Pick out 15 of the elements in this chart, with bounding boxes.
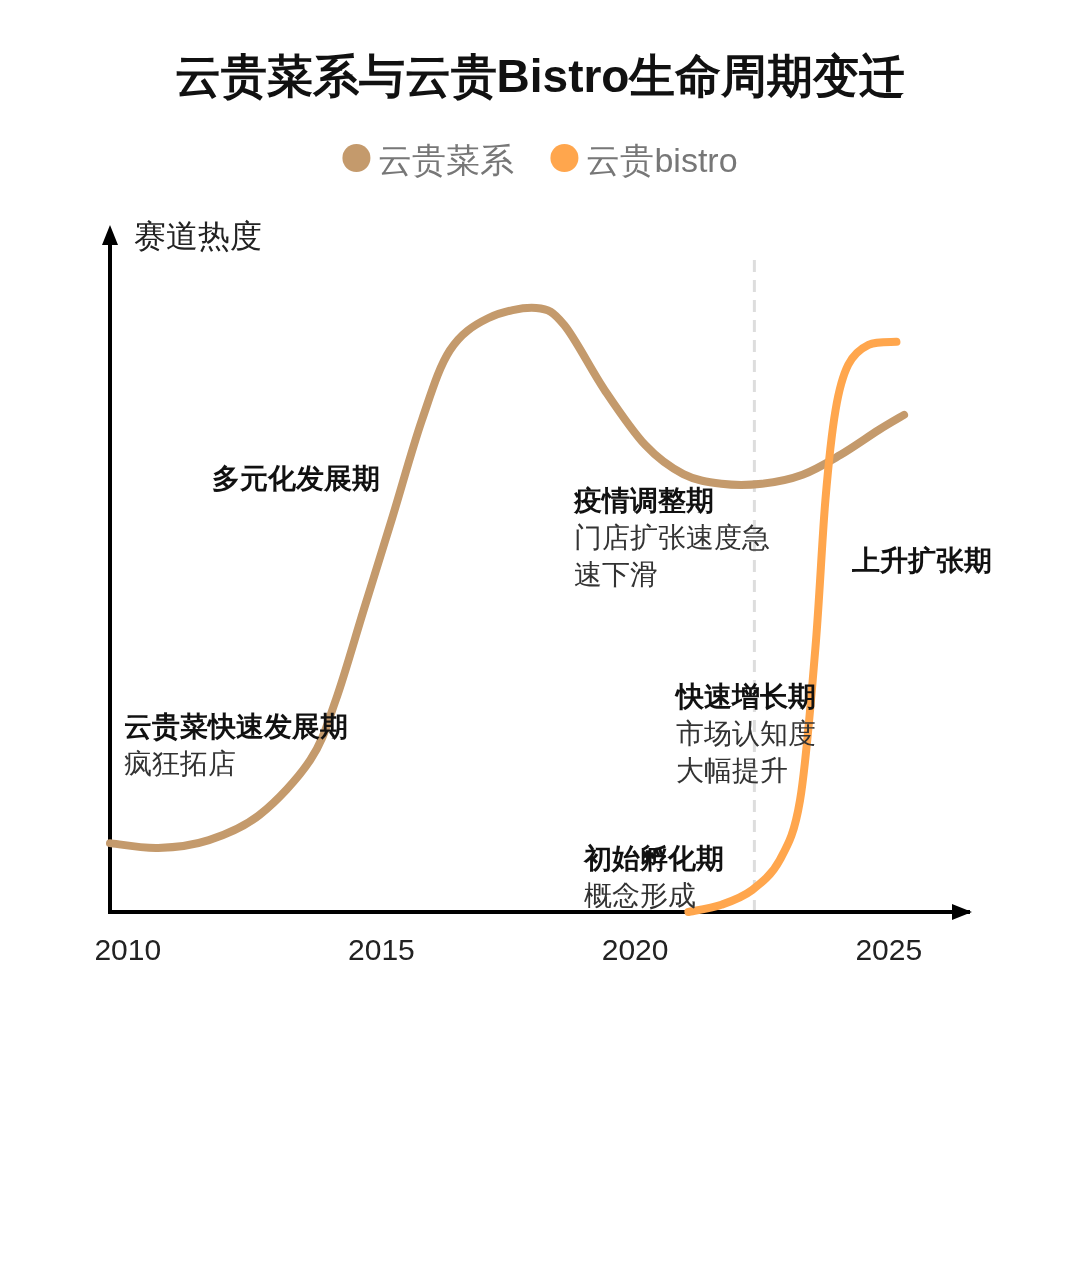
- annotation: 多元化发展期: [212, 463, 380, 494]
- x-tick-label: 2020: [601, 933, 669, 966]
- annotation: 疫情调整期: [573, 485, 714, 516]
- x-tick-label: 2025: [855, 933, 923, 966]
- annotation: 门店扩张速度急速下滑: [574, 522, 770, 590]
- legend-label: 云贵bistro: [586, 141, 738, 179]
- chart-title: 云贵菜系与云贵Bistro生命周期变迁: [174, 50, 906, 102]
- annotation: 初始孵化期: [583, 843, 724, 874]
- legend-label: 云贵菜系: [378, 141, 515, 179]
- x-tick-label: 2015: [348, 933, 415, 966]
- y-axis-title: 赛道热度: [134, 218, 262, 254]
- x-tick-label: 2010: [94, 933, 162, 966]
- annotation: 疯狂拓店: [124, 748, 236, 779]
- annotation: 概念形成: [584, 880, 696, 911]
- annotation: 上升扩张期: [851, 545, 992, 576]
